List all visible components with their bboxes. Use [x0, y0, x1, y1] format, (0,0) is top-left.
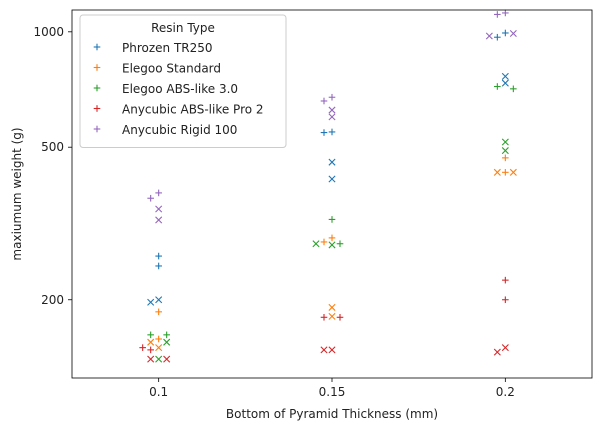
data-point-marker: [155, 252, 162, 260]
data-point-marker: [493, 348, 501, 356]
data-point-marker: [147, 355, 155, 363]
y-tick-label: 1000: [33, 25, 64, 39]
data-point-marker: [155, 308, 162, 316]
x-tick-label: 0.15: [319, 385, 346, 399]
y-axis-label: maxiumum weight (g): [10, 127, 24, 260]
data-point-marker: [328, 93, 336, 101]
legend-title: Resin Type: [151, 21, 215, 35]
data-point-marker: [147, 298, 155, 306]
data-point-marker: [320, 129, 328, 136]
data-point-marker: [155, 344, 163, 352]
data-point-marker: [494, 83, 501, 90]
data-point-marker: [501, 72, 509, 80]
legend-marker: [93, 84, 101, 92]
data-point-marker: [502, 169, 509, 176]
data-point-marker: [502, 154, 509, 162]
data-point-marker: [502, 276, 509, 284]
data-point-marker: [336, 313, 344, 321]
data-point-marker: [155, 216, 163, 224]
data-point-marker: [509, 29, 517, 38]
data-point-marker: [155, 205, 163, 213]
data-point-marker: [155, 262, 162, 270]
data-point-marker: [163, 338, 171, 346]
data-point-marker: [155, 189, 162, 197]
y-tick-label: 500: [41, 140, 64, 154]
data-point-marker: [501, 147, 509, 155]
data-point-marker: [328, 346, 336, 354]
data-points: [139, 9, 517, 363]
legend-entry: Anycubic Rigid 100: [122, 123, 237, 137]
data-point-marker: [147, 338, 155, 346]
data-point-marker: [147, 346, 154, 354]
data-point-marker: [493, 168, 501, 176]
data-point-marker: [328, 312, 336, 320]
data-point-marker: [494, 11, 501, 18]
data-point-marker: [320, 346, 328, 354]
legend: Resin Type Phrozen TR250 Elegoo Standard El…: [79, 14, 287, 148]
data-point-marker: [147, 331, 154, 339]
legend-entry: Elegoo ABS-like 3.0: [122, 82, 238, 96]
data-point-marker: [501, 79, 509, 87]
data-point-marker: [485, 32, 493, 40]
legend-entry: Anycubic ABS-like Pro 2: [122, 103, 264, 117]
legend-marker: [93, 125, 101, 133]
data-point-marker: [502, 9, 509, 17]
data-point-marker: [502, 296, 509, 304]
data-point-marker: [328, 241, 336, 249]
legend-box: [79, 14, 287, 148]
data-point-marker: [155, 355, 163, 363]
data-point-marker: [155, 296, 163, 304]
data-point-marker: [336, 240, 344, 248]
data-point-marker: [328, 158, 336, 166]
data-point-marker: [501, 138, 509, 146]
data-point-marker: [163, 355, 171, 363]
data-point-marker: [147, 194, 154, 202]
x-tick-label: 0.2: [496, 385, 515, 399]
legend-marker: [93, 43, 101, 51]
y-tick-label: 200: [41, 293, 64, 307]
data-point-marker: [502, 29, 509, 37]
data-point-marker: [328, 216, 336, 223]
data-point-marker: [328, 113, 336, 121]
data-point-marker: [163, 331, 170, 339]
data-point-marker: [494, 33, 501, 41]
data-point-marker: [328, 175, 336, 183]
data-point-marker: [320, 313, 328, 321]
data-point-marker: [155, 335, 162, 343]
legend-marker: [93, 105, 101, 112]
data-point-marker: [328, 303, 336, 311]
legend-marker: [93, 64, 101, 71]
data-point-marker: [509, 168, 517, 176]
data-point-marker: [139, 344, 146, 351]
legend-entry: Phrozen TR250: [122, 41, 213, 55]
legend-entry: Elegoo Standard: [122, 62, 221, 76]
x-axis-label: Bottom of Pyramid Thickness (mm): [226, 407, 438, 421]
data-point-marker: [328, 234, 336, 242]
data-point-marker: [328, 106, 336, 114]
data-point-marker: [501, 344, 509, 352]
data-point-marker: [510, 85, 517, 93]
data-point-marker: [320, 97, 328, 105]
x-tick-label: 0.1: [149, 385, 168, 399]
axes: 200 500 1000 0.1 0.15 0.2 Bottom of Pyramid Th…: [10, 25, 515, 421]
data-point-marker: [320, 238, 328, 246]
data-point-marker: [312, 240, 320, 248]
data-point-marker: [328, 128, 336, 136]
